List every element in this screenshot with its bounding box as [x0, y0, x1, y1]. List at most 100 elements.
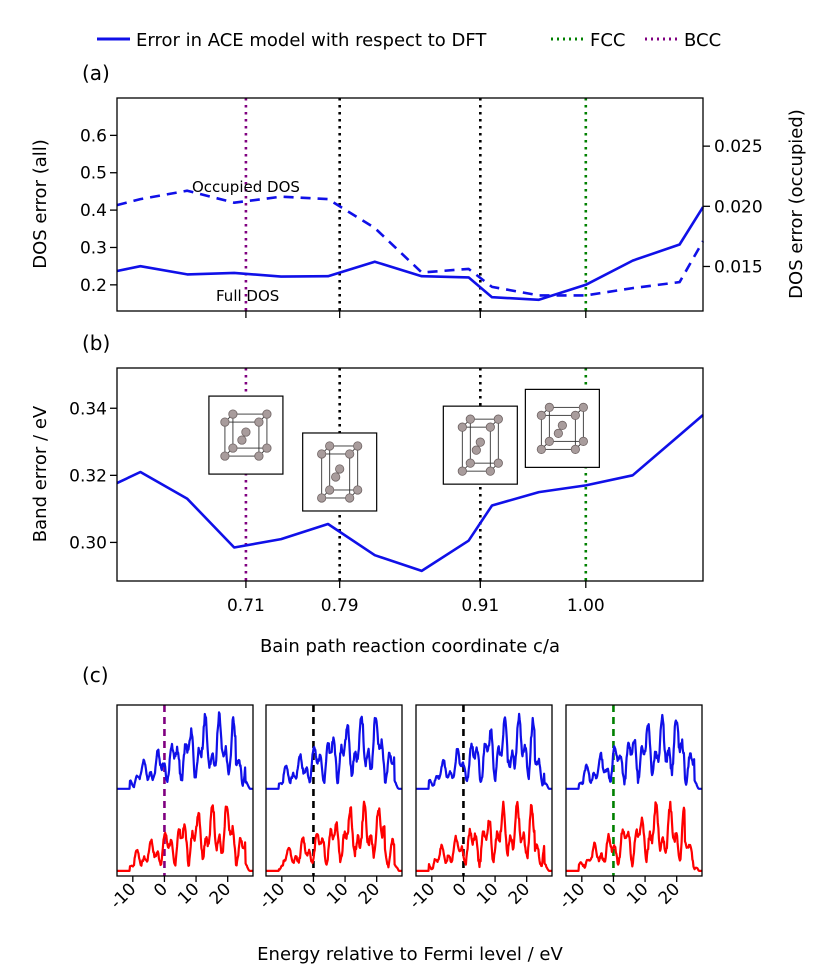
panel-c-subplot-1-xtick-label-0: -10: [256, 879, 290, 913]
panel-c-subplot-3-series-1: [565, 800, 703, 873]
bcc-structure-inset-atom-1: [228, 409, 238, 419]
panel-b-ytick-label-0: 0.30: [69, 533, 107, 553]
bct-structure-inset-1-atom-1: [325, 441, 335, 451]
panel-label-a: (a): [82, 61, 110, 85]
panel-a-ylabel-right: DOS error (occupied): [786, 109, 807, 299]
bct-structure-inset-2-atom-5: [465, 458, 475, 468]
bcc-structure-inset-atom-center-a: [241, 427, 251, 437]
bcc-structure-inset: [208, 395, 284, 475]
fcc-structure-inset-atom-center-a: [557, 420, 567, 430]
bct-structure-inset-1-atom-7: [353, 485, 363, 495]
panel-c-subplot-3-series-0: [565, 713, 703, 790]
panel-a-ylabel: DOS error (all): [30, 139, 51, 269]
panel-b-xtick-label-3: 1.00: [567, 596, 605, 616]
panel-a-ytick-label-1: 0.3: [80, 238, 107, 258]
panel-c-subplot-3-xtick-label-2: 10: [623, 879, 652, 908]
panel-a-ytick-label-0: 0.2: [80, 276, 107, 296]
bct-structure-inset-2-atom-0: [457, 422, 467, 432]
bcc-structure-inset-atom-4: [220, 451, 230, 461]
panel-c-subplot-3-xtick-label-1: 0: [599, 879, 621, 901]
panel-c-subplot-0: -10 0 10 20: [107, 704, 254, 913]
panel-c-subplot-3-xtick-label-0: -10: [556, 879, 590, 913]
bct-structure-inset-2-atom-3: [493, 414, 503, 424]
fcc-structure-inset-atom-5: [544, 436, 554, 446]
panel-b-ytick-label-2: 0.34: [69, 399, 107, 419]
panel-c-subplot-0-series-1: [116, 804, 254, 873]
panel-c-xlabel: Energy relative to Fermi level / eV: [257, 944, 563, 965]
bct-structure-inset-1: [302, 432, 378, 512]
bcc-structure-inset-atom-3: [262, 409, 272, 419]
fcc-structure-inset-atom-7: [578, 436, 588, 446]
bct-structure-inset-1-atom-3: [353, 441, 363, 451]
bcc-structure-inset-atom-7: [262, 443, 272, 453]
panel-c-subplot-2-xtick-label-1: 0: [449, 879, 471, 901]
panel-a-series-1: [116, 189, 705, 297]
fcc-structure-inset-atom-4: [536, 444, 546, 454]
panel-c: -10 0 10 20 -10 0 10 20 -10 0 10 20 -10 0 10 20: [107, 704, 703, 913]
bct-structure-inset-1-atom-0: [317, 449, 327, 459]
legend-label-bcc: BCC: [684, 30, 721, 51]
fcc-structure-inset-atom-3: [578, 402, 588, 412]
bcc-structure-inset-atom-center-b: [237, 435, 247, 445]
panel-c-subplot-2-xtick-label-2: 10: [473, 879, 502, 908]
panel-c-subplot-3-xtick-label-3: 20: [655, 879, 684, 908]
panel-a-ytick-label-4: 0.6: [80, 126, 107, 146]
bcc-structure-inset-atom-6: [254, 451, 264, 461]
bcc-structure-inset-atom-0: [220, 417, 230, 427]
fcc-structure-inset-atom-0: [536, 410, 546, 420]
panel-b-xtick-label-0: 0.71: [227, 596, 265, 616]
bct-structure-inset-2-atom-center-a: [475, 437, 485, 447]
bct-structure-inset-2-atom-6: [485, 466, 495, 476]
panel-c-subplot-0-series-0: [116, 711, 254, 790]
panel-c-subplot-2: -10 0 10 20: [406, 704, 553, 913]
panel-label-c: (c): [82, 663, 109, 687]
legend-label-ace-error: Error in ACE model with respect to DFT: [136, 30, 487, 51]
panel-c-subplot-0-xtick-label-2: 10: [174, 879, 203, 908]
legend-label-fcc: FCC: [590, 30, 626, 51]
panel-a-annotation-occupied: Occupied DOS: [192, 178, 300, 196]
bct-structure-inset-2-atom-center-b: [471, 445, 481, 455]
panel-a-ytick-right-label-0: 0.015: [714, 257, 763, 277]
panel-c-subplot-2-series-0: [415, 712, 553, 790]
panel-a-frame: [116, 97, 704, 312]
panel-a-ytick-right-label-1: 0.020: [714, 197, 763, 217]
bct-structure-inset-1-atom-5: [325, 485, 335, 495]
panel-c-subplot-0-xtick-label-1: 0: [150, 879, 172, 901]
panel-b-xlabel: Bain path reaction coordinate c/a: [260, 636, 560, 657]
panel-b-ylabel: Band error / eV: [30, 405, 51, 542]
bct-structure-inset-2-atom-1: [465, 414, 475, 424]
panel-b-xtick-label-1: 0.79: [321, 596, 359, 616]
panel-c-subplot-0-frame: [116, 704, 254, 877]
bct-structure-inset-1-atom-center-b: [331, 472, 341, 482]
legend: Error in ACE model with respect to DFT F…: [97, 30, 721, 51]
bct-structure-inset-2: [442, 405, 518, 485]
bct-structure-inset-2-atom-7: [493, 458, 503, 468]
panel-b: 0.30 0.32 0.34 0.71 0.79 0.91 1.00 Band error…: [30, 367, 704, 657]
bct-structure-inset-1-atom-4: [317, 493, 327, 503]
panel-b-xtick-label-2: 0.91: [461, 596, 499, 616]
panel-c-subplot-1-series-0: [265, 715, 403, 790]
bct-structure-inset-1-atom-6: [345, 493, 355, 503]
bcc-structure-inset-atom-5: [228, 443, 238, 453]
bcc-structure-inset-atom-2: [254, 417, 264, 427]
panel-a: 0.2 0.3 0.4 0.5 0.6 0.015 0.020 0.025 Occupied…: [30, 97, 807, 318]
fcc-structure-inset: [524, 388, 600, 468]
bct-structure-inset-1-atom-center-a: [335, 464, 345, 474]
panel-label-b: (b): [82, 331, 110, 355]
bct-structure-inset-2-atom-4: [457, 466, 467, 476]
fcc-structure-inset-atom-center-b: [553, 428, 563, 438]
panel-a-annotation-full: Full DOS: [216, 287, 279, 305]
panel-b-series-0: [116, 414, 704, 573]
panel-a-series-0: [116, 206, 705, 302]
panel-b-frame: [116, 367, 704, 582]
bct-structure-inset-1-atom-2: [345, 449, 355, 459]
panel-c-subplot-1-series-1: [265, 800, 403, 873]
panel-a-ytick-right-label-2: 0.025: [714, 137, 763, 157]
panel-c-subplot-1-frame: [265, 704, 403, 877]
panel-c-subplot-2-series-1: [415, 800, 553, 873]
panel-c-subplot-3-frame: [565, 704, 703, 877]
fcc-structure-inset-atom-6: [570, 444, 580, 454]
fcc-structure-inset-atom-1: [544, 402, 554, 412]
panel-c-subplot-0-xtick-label-3: 20: [206, 879, 235, 908]
